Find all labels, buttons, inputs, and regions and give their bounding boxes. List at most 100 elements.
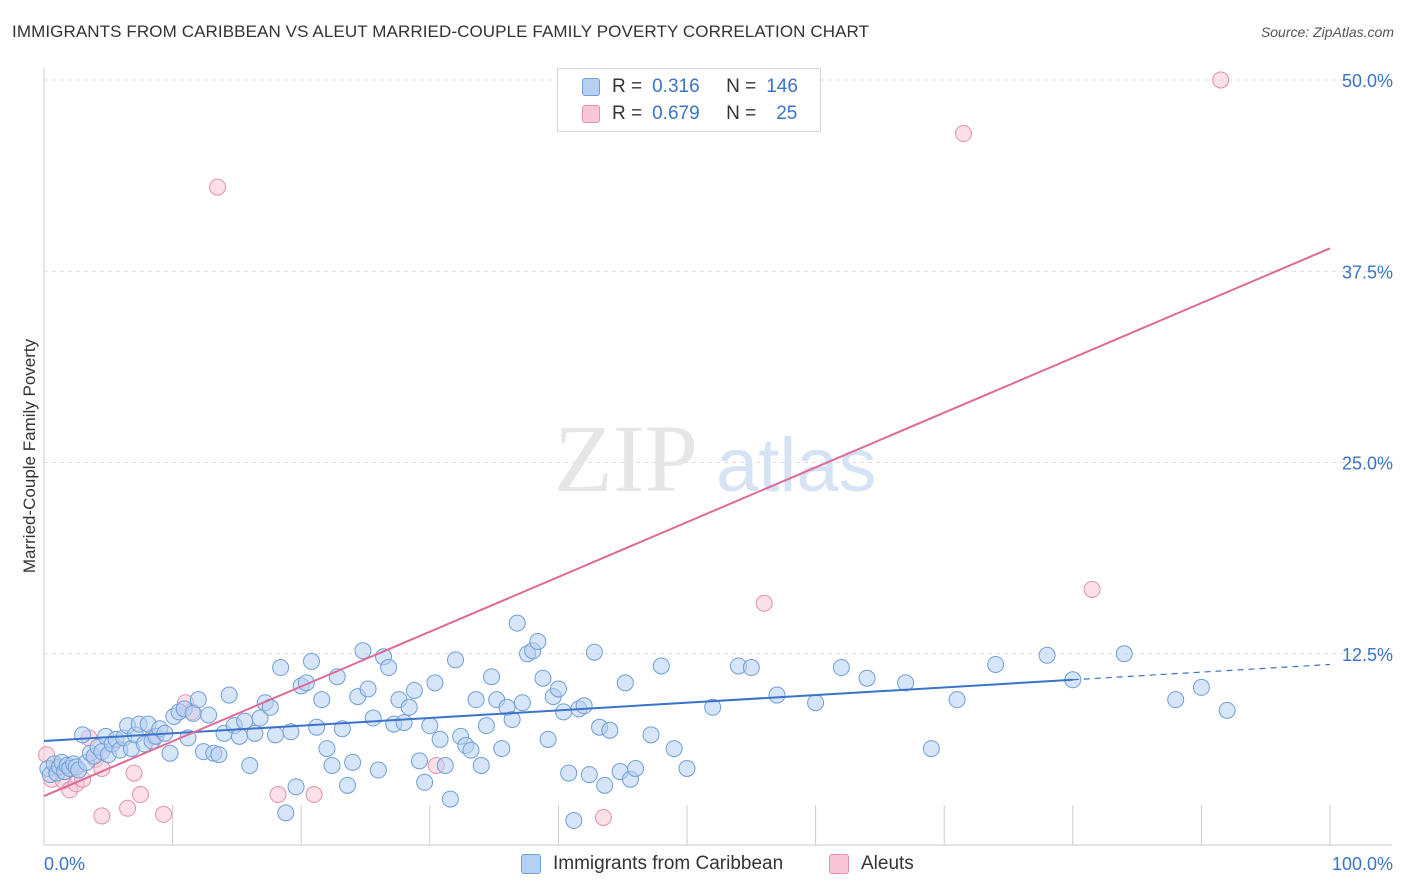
- y-tick-label: 25.0%: [1342, 454, 1393, 474]
- legend-n-value: 25: [776, 103, 798, 124]
- caribbean-point: [1218, 701, 1236, 719]
- caribbean-point: [832, 659, 850, 677]
- caribbean-point: [472, 756, 490, 774]
- caribbean-point: [627, 760, 645, 777]
- caribbean-point: [742, 659, 760, 677]
- caribbean-point: [555, 703, 573, 721]
- caribbean-point: [922, 740, 940, 758]
- caribbean-point: [251, 709, 269, 727]
- caribbean-point: [400, 698, 418, 716]
- caribbean-point: [513, 694, 531, 712]
- aleuts-point: [305, 786, 323, 804]
- caribbean-point: [948, 691, 966, 709]
- caribbean-trend-line: [43, 678, 1073, 742]
- caribbean-point: [344, 753, 362, 771]
- caribbean-point: [395, 714, 413, 732]
- caribbean-point: [210, 746, 228, 764]
- watermark: ZIP atlas: [554, 405, 877, 512]
- bottom-legend-swatch-blue: [521, 854, 541, 874]
- caribbean-point: [539, 730, 557, 748]
- caribbean-point: [189, 691, 207, 709]
- aleuts-point: [131, 786, 149, 804]
- legend-row-aleuts: R = 0.679 N = 25: [582, 102, 797, 126]
- caribbean-point: [436, 756, 454, 774]
- legend-r-value: 0.316: [652, 76, 700, 97]
- tick-labels: 12.5% 25.0% 37.5% 50.0% 0.0% 100.0%: [44, 71, 1393, 874]
- x-tick-label-start: 0.0%: [44, 854, 85, 874]
- caribbean-point: [665, 740, 683, 758]
- legend-swatch-pink: [582, 105, 600, 123]
- caribbean-point: [493, 740, 511, 758]
- caribbean-point: [768, 686, 786, 704]
- caribbean-point: [678, 760, 696, 777]
- caribbean-point: [508, 614, 526, 632]
- aleuts-trend-line: [43, 247, 1331, 797]
- caribbean-point: [987, 655, 1005, 673]
- aleuts-point: [125, 764, 143, 782]
- caribbean-point: [858, 669, 876, 687]
- caribbean-point: [462, 741, 480, 759]
- y-tick-label: 37.5%: [1342, 262, 1393, 282]
- source-label: Source: ZipAtlas.com: [1260, 24, 1394, 40]
- caribbean-point: [161, 744, 179, 762]
- caribbean-point: [359, 680, 377, 698]
- aleuts-point: [1083, 580, 1101, 598]
- caribbean-point: [580, 766, 598, 784]
- caribbean-point: [266, 726, 284, 744]
- caribbean-point: [200, 706, 218, 724]
- bottom-legend-label-aleuts: Aleuts: [861, 853, 914, 874]
- caribbean-point: [575, 697, 593, 715]
- legend-n-value: 146: [766, 76, 798, 97]
- caribbean-point: [596, 776, 614, 794]
- caribbean-point: [230, 727, 248, 745]
- correlation-legend: R = 0.316 N = 146 R = 0.679 N = 25: [557, 68, 821, 132]
- caribbean-point: [642, 726, 660, 744]
- caribbean-point: [431, 730, 449, 748]
- caribbean-point: [421, 717, 439, 735]
- bottom-legend-label-caribbean: Immigrants from Caribbean: [553, 853, 784, 874]
- chart-title: IMMIGRANTS FROM CARIBBEAN VS ALEUT MARRI…: [12, 22, 870, 41]
- caribbean-point: [220, 686, 238, 704]
- caribbean-point: [467, 691, 485, 709]
- caribbean-point: [897, 674, 915, 692]
- caribbean-point: [416, 773, 434, 791]
- caribbean-point: [354, 642, 372, 660]
- caribbean-point: [549, 680, 567, 698]
- caribbean-point: [282, 723, 300, 741]
- caribbean-point: [447, 651, 465, 669]
- aleuts-point: [755, 594, 773, 612]
- caribbean-point: [241, 756, 259, 774]
- caribbean-point: [364, 709, 382, 727]
- caribbean-point: [287, 778, 305, 796]
- caribbean-point: [302, 652, 320, 670]
- caribbean-point: [503, 711, 521, 729]
- aleuts-point: [594, 808, 612, 826]
- caribbean-point: [277, 804, 295, 822]
- caribbean-point: [585, 643, 603, 661]
- caribbean-point: [616, 674, 634, 692]
- aleuts-point: [1212, 71, 1230, 89]
- grid: [44, 79, 1392, 655]
- caribbean-point: [338, 776, 356, 794]
- aleuts-point: [119, 799, 137, 817]
- caribbean-point: [411, 752, 429, 770]
- caribbean-point: [534, 669, 552, 687]
- caribbean-point: [1115, 645, 1133, 663]
- caribbean-point: [333, 720, 351, 738]
- caribbean-point: [369, 761, 387, 779]
- caribbean-point: [807, 694, 825, 712]
- caribbean-point: [601, 721, 619, 739]
- aleuts-point: [269, 786, 287, 804]
- legend-r-label: R =: [612, 76, 643, 97]
- caribbean-point: [477, 717, 495, 735]
- caribbean-point: [704, 698, 722, 716]
- y-axis-label: Married-Couple Family Poverty: [20, 338, 39, 573]
- caribbean-point: [426, 674, 444, 692]
- caribbean-point: [529, 633, 547, 651]
- caribbean-point: [272, 659, 290, 677]
- caribbean-point: [1192, 678, 1210, 696]
- aleuts-point: [209, 178, 227, 196]
- bottom-legend-caribbean: Immigrants from Caribbean: [521, 852, 783, 876]
- caribbean-point: [323, 756, 341, 774]
